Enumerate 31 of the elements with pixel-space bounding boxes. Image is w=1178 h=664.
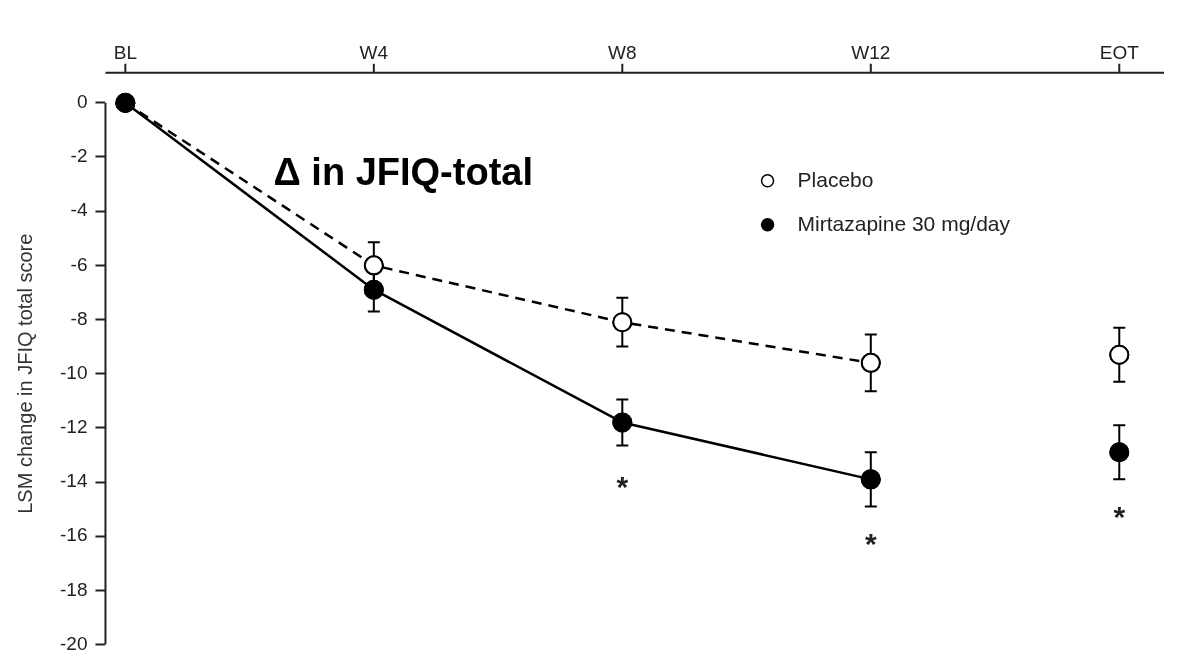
y-tick-label: -20: [59, 632, 88, 654]
y-tick-label: -16: [59, 524, 88, 546]
legend-label: Placebo: [797, 167, 874, 191]
annotation: *: [616, 469, 629, 503]
y-tick-label: -12: [59, 416, 88, 438]
y-tick-label: -14: [59, 470, 88, 492]
point: [363, 255, 384, 276]
legend-label: Mirtazapine 30 mg/day: [797, 211, 1011, 235]
point: [860, 352, 881, 373]
y-tick-label: -10: [59, 361, 88, 383]
point: [860, 469, 881, 490]
x-tick-label: EOT: [1099, 41, 1140, 63]
y-tick-label: -18: [59, 578, 88, 600]
point: [363, 279, 384, 300]
y-tick-label: -4: [70, 199, 88, 221]
x-tick-label: W4: [359, 41, 389, 63]
y-tick-label: -8: [70, 307, 88, 329]
y-tick-label: -6: [70, 253, 88, 275]
y-axis-title: LSM change in JFIQ total score: [13, 233, 36, 514]
point: [1109, 344, 1130, 365]
point: [612, 312, 633, 333]
point: [1109, 442, 1130, 463]
x-tick-label: W8: [608, 41, 637, 63]
annotation: *: [864, 526, 877, 560]
annotation: *: [1113, 499, 1126, 533]
y-tick-label: 0: [76, 91, 88, 113]
text: Δ in JFIQ-total: [273, 151, 533, 194]
x-tick-label: W12: [851, 41, 891, 63]
point: [612, 412, 633, 433]
x-tick-label: BL: [113, 41, 137, 63]
y-tick-label: -2: [70, 145, 88, 167]
